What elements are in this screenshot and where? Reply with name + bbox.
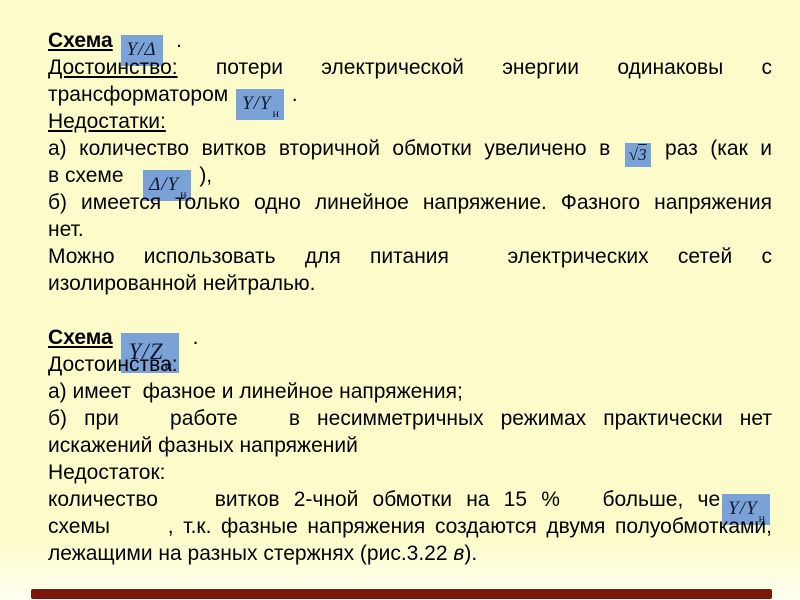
text-run: количество витков 2-чной обмотки на 15 %…	[48, 488, 721, 511]
text-run: Можно использовать для питания электриче…	[48, 245, 772, 268]
formula-y-delta: Y/Δ	[120, 35, 163, 66]
formula-main: Y/Y	[242, 93, 272, 114]
formula-main: Y/Z	[128, 339, 164, 364]
label-disadvantages: Недостатки:	[48, 110, 166, 133]
text-line: Достоинство: потери электрической энерги…	[48, 54, 772, 81]
text-line: в схеме Δ/Yн ),	[48, 162, 772, 201]
text-line: схемы , т.к. фазные напряжения создаются…	[48, 513, 772, 540]
formula-subscript: н	[180, 186, 187, 201]
label-disadvantage: Недостаток:	[48, 461, 166, 484]
blank-line	[48, 297, 772, 324]
text-run: искажений фазных напряжений	[48, 434, 358, 457]
text-line: а) имеет фазное и линейное напряжения;	[48, 378, 772, 405]
text-run	[113, 29, 119, 52]
text-run: в схеме	[48, 164, 142, 187]
text-line: Схема Y/Zн .	[48, 324, 772, 373]
text-line: б) имеется только одно линейное напряжен…	[48, 189, 772, 216]
formula-subscript: н	[758, 510, 765, 525]
label-advantage: Достоинство:	[48, 56, 178, 79]
text-run: .	[285, 83, 298, 106]
formula-main: Y/Δ	[126, 39, 157, 60]
formula-y-yn-2: Y/Yн	[722, 494, 770, 525]
text-line: количество витков 2-чной обмотки на 15 %…	[48, 486, 772, 525]
formula-subscript: н	[272, 105, 279, 120]
radical-sign: √	[628, 145, 639, 164]
heading-schema-1: Схема	[48, 29, 113, 52]
heading-schema-2: Схема	[48, 326, 113, 349]
slide-text-block: Схема Y/Δ . Достоинство: потери электриче…	[48, 27, 772, 567]
figure-ref-letter: в	[453, 542, 465, 565]
text-line: Недостатки:	[48, 108, 772, 135]
text-run: изолированной нейтралью.	[48, 272, 316, 295]
formula-delta-yn: Δ/Yн	[143, 170, 192, 201]
radicand: 3	[638, 145, 647, 164]
text-line: Схема Y/Δ .	[48, 27, 772, 66]
text-run: трансформатором	[48, 83, 235, 106]
text-line: изолированной нейтралью.	[48, 270, 772, 297]
formula-y-yn: Y/Yн	[236, 89, 284, 120]
formula-subscript: н	[164, 358, 173, 374]
text-run: а) имеет фазное и линейное напряжения;	[48, 380, 463, 403]
text-line: Недостаток:	[48, 459, 772, 486]
text-line: Можно использовать для питания электриче…	[48, 243, 772, 270]
formula-sqrt-3: √3	[624, 143, 651, 167]
text-run: а) количество витков вторичной обмотки у…	[48, 137, 623, 160]
text-run	[113, 326, 119, 349]
text-line: нет.	[48, 216, 772, 243]
text-run: ),	[193, 164, 213, 187]
formula-main: Y/Y	[728, 498, 758, 519]
text-line: б) при работе в несимметричных режимах п…	[48, 405, 772, 432]
text-line: лежащими на разных стержнях (рис.3.22 в)…	[48, 540, 772, 567]
text-run: схемы , т.к. фазные напряжения создаются…	[48, 515, 772, 538]
text-line: искажений фазных напряжений	[48, 432, 772, 459]
text-run: .	[181, 326, 199, 349]
text-run: нет.	[48, 218, 84, 241]
label-advantages: Достоинства:	[48, 353, 178, 376]
text-run: ).	[464, 542, 478, 565]
text-line: Достоинства:	[48, 351, 772, 378]
text-line: а) количество витков вторичной обмотки у…	[48, 135, 772, 167]
text-run: б) при работе в несимметричных режимах п…	[48, 407, 772, 430]
formula-y-zn: Y/Zн	[120, 333, 179, 374]
text-run: лежащими на разных стержнях (рис.3.22	[48, 542, 454, 565]
text-run: потери электрической энергии одинаковы с	[177, 56, 772, 79]
formula-main: Δ/Y	[149, 174, 180, 195]
text-run: .	[164, 29, 183, 52]
text-line: трансформатором Y/Yн .	[48, 81, 772, 120]
footer-accent-bar	[31, 589, 772, 599]
text-run: раз (как и	[652, 137, 772, 160]
text-run: б) имеется только одно линейное напряжен…	[48, 191, 772, 214]
